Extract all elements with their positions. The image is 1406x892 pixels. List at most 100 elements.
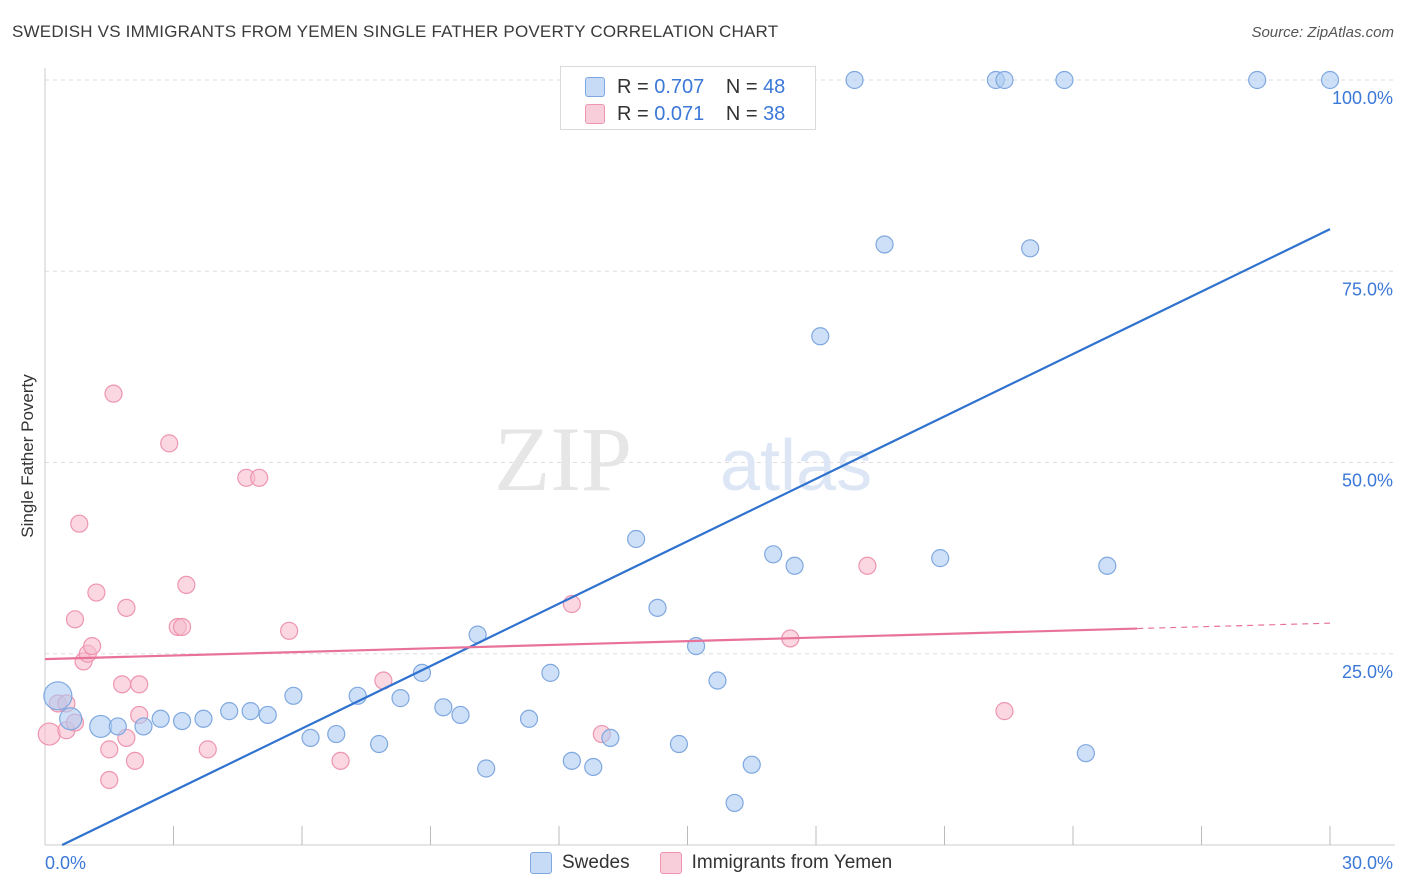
y-tick-label: 25.0% <box>1342 662 1393 682</box>
y-tick-label: 50.0% <box>1342 471 1393 491</box>
swedes-point <box>194 709 213 728</box>
trend-lines <box>44 228 1331 846</box>
swedes-point <box>89 714 113 739</box>
swedes-point <box>301 728 320 748</box>
yemen-point <box>65 610 85 629</box>
chart-title: SWEDISH VS IMMIGRANTS FROM YEMEN SINGLE … <box>12 22 779 41</box>
yemen-point <box>198 740 217 759</box>
swedes-point <box>477 759 496 778</box>
swedes-point <box>151 709 170 728</box>
swedes-point <box>258 705 277 725</box>
yemen-swatch <box>659 852 682 874</box>
x-tick-label-min: 0.0% <box>45 853 86 873</box>
swedes-point <box>284 686 303 705</box>
swedes-point <box>434 698 453 717</box>
swedes-label: Swedes <box>562 852 630 873</box>
swedes-point <box>931 549 950 568</box>
watermark-atlas: atlas <box>720 426 872 506</box>
legend-swatch-yemen <box>585 104 605 124</box>
swedes-point <box>327 724 346 744</box>
swedes-point <box>785 556 804 575</box>
swedes-point <box>669 734 689 754</box>
series-legend: Swedes Immigrants from Yemen <box>530 852 922 874</box>
swedes-point <box>648 598 667 617</box>
legend-r-value: 0.707 <box>654 75 705 98</box>
x-tick-label-max: 30.0% <box>1342 853 1393 873</box>
swedes-point <box>601 728 620 748</box>
swedes-point <box>725 793 744 813</box>
y-tick-label: 75.0% <box>1342 279 1393 299</box>
watermark-zip: ZIP <box>494 408 632 510</box>
correlation-legend: R = 0.707 N = 48 R = 0.071 N = 38 <box>560 66 816 130</box>
yemen-point <box>104 384 123 403</box>
swedes-point <box>764 545 783 564</box>
swedes-point <box>391 689 410 708</box>
y-tick-label: 100.0% <box>1332 88 1393 108</box>
yemen-point <box>125 751 145 770</box>
swedes-point <box>1248 70 1267 90</box>
yemen-point <box>858 556 877 575</box>
series-legend-yemen[interactable]: Immigrants from Yemen <box>659 852 893 874</box>
yemen-point <box>100 770 119 790</box>
legend-n-value: 38 <box>763 102 786 125</box>
swedes-swatch <box>530 852 552 874</box>
yemen-label: Immigrants from Yemen <box>691 852 893 873</box>
yemen-point <box>70 514 89 533</box>
yemen-point <box>280 621 299 640</box>
swedes-point <box>708 671 727 690</box>
yemen-point <box>995 702 1014 721</box>
swedes-point <box>541 663 560 682</box>
data-points <box>37 70 1340 813</box>
legend-r-value: 0.071 <box>654 102 705 125</box>
yemen-point <box>37 722 61 746</box>
swedes-point <box>134 717 153 736</box>
swedes-point <box>451 705 470 725</box>
legend-row-swedes: R = 0.707 N = 48 <box>585 75 785 99</box>
swedes-point <box>1021 239 1040 258</box>
swedes-point <box>370 734 389 754</box>
yemen-point <box>130 675 149 694</box>
grid-lines <box>45 79 1395 655</box>
legend-r-label: R = <box>617 102 649 125</box>
swedes-point <box>845 70 864 90</box>
swedes-point <box>1055 70 1074 90</box>
swedes-point <box>1076 744 1095 763</box>
yemen-point <box>331 751 350 770</box>
yemen-point <box>172 617 192 637</box>
tick-labels: 25.0% 50.0% 75.0% 100.0% 0.0% 30.0% <box>45 88 1393 873</box>
yemen-trend-line <box>44 627 1138 661</box>
source-credit: Source: ZipAtlas.com <box>1251 24 1394 41</box>
swedes-point <box>1098 556 1117 575</box>
legend-n-label: N = <box>725 102 758 125</box>
yemen-point <box>87 583 106 602</box>
swedes-point <box>584 757 603 777</box>
yemen-point <box>100 740 119 759</box>
swedes-point <box>172 711 192 731</box>
legend-r-label: R = <box>617 75 649 98</box>
yemen-trend-line-dashed <box>1137 622 1331 630</box>
yemen-point <box>117 598 136 617</box>
swedes-point <box>220 702 239 721</box>
swedes-point <box>59 707 83 731</box>
swedes-trend-line <box>61 228 1331 846</box>
legend-row-yemen: R = 0.071 N = 38 <box>585 102 785 126</box>
legend-swatch-swedes <box>585 77 605 97</box>
swedes-point <box>562 751 581 770</box>
swedes-point <box>875 235 894 254</box>
yemen-point <box>83 636 102 656</box>
series-legend-swedes[interactable]: Swedes <box>530 852 630 874</box>
yemen-point <box>177 575 196 595</box>
swedes-point <box>43 681 73 711</box>
legend-n-value: 48 <box>763 75 786 98</box>
yemen-point <box>160 434 179 453</box>
swedes-point <box>241 702 260 721</box>
swedes-point <box>742 755 761 774</box>
swedes-point <box>811 327 830 346</box>
swedes-point <box>995 70 1014 90</box>
legend-n-label: N = <box>725 75 758 98</box>
yemen-point <box>112 675 132 694</box>
yemen-point <box>250 468 269 487</box>
swedes-point <box>1320 70 1340 90</box>
axes <box>44 68 1395 846</box>
